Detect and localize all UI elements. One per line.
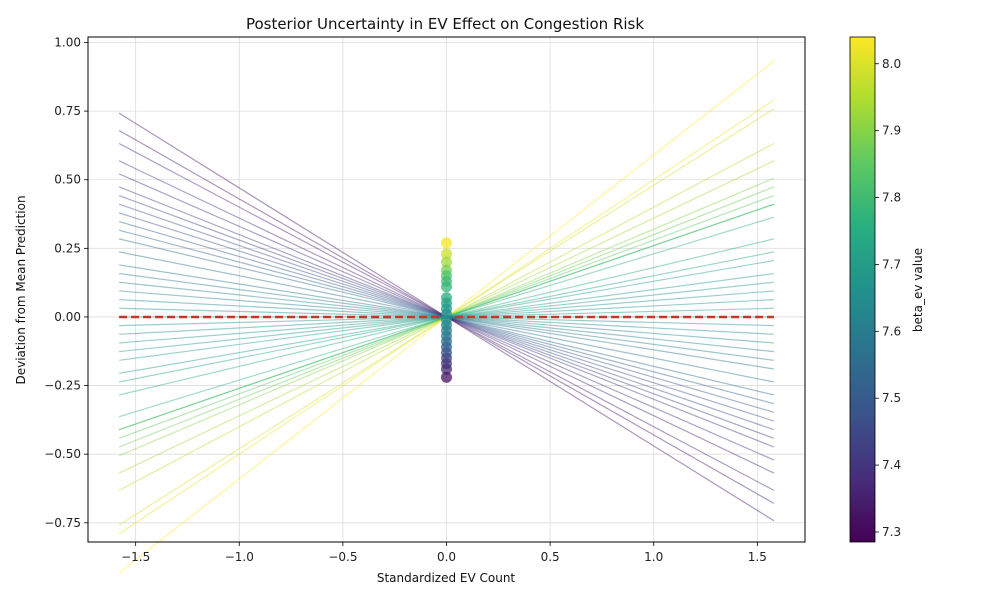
colorbar-tick-label: 7.8 [882,191,901,205]
y-tick-label: −0.25 [44,379,81,393]
x-tick-label: 0.5 [541,550,560,564]
points-layer [441,237,452,383]
data-point [441,256,452,268]
chart-title: Posterior Uncertainty in EV Effect on Co… [246,15,644,33]
colorbar-tick-label: 7.9 [882,124,901,138]
data-point [441,237,452,249]
colorbar-ticks: 7.3 7.4 7.5 7.6 7.7 7.8 7.9 8.0 [875,57,901,539]
data-point [441,248,452,260]
y-tick-label: −0.50 [44,447,81,461]
x-tick-label: 0.0 [437,550,456,564]
colorbar-label: beta_ev value [911,248,925,332]
y-tick-label: 1.00 [54,35,81,49]
y-axis-ticks: −0.75 −0.50 −0.25 0.00 0.25 0.50 0.75 1.00 [44,35,88,530]
x-axis-ticks: −1.5 −1.0 −0.5 0.0 0.5 1.0 1.5 [121,542,767,564]
y-tick-label: 0.25 [54,241,81,255]
data-point [441,281,452,293]
x-tick-label: −1.5 [121,550,150,564]
y-tick-label: −0.75 [44,516,81,530]
x-tick-label: 1.0 [644,550,663,564]
colorbar-tick-label: 8.0 [882,57,901,71]
y-tick-label: 0.00 [54,310,81,324]
colorbar-tick-label: 7.6 [882,324,901,338]
colorbar [849,36,876,543]
data-point [441,363,452,375]
colorbar-tick-label: 7.7 [882,257,901,271]
y-axis-title: Deviation from Mean Prediction [14,195,28,384]
x-tick-label: −0.5 [328,550,357,564]
x-tick-label: −1.0 [225,550,254,564]
y-tick-label: 0.50 [54,173,81,187]
colorbar-tick-label: 7.5 [882,391,901,405]
colorbar-tick-label: 7.3 [882,525,901,539]
data-point [441,371,452,383]
x-tick-label: 1.5 [748,550,767,564]
x-axis-title: Standardized EV Count [377,571,516,585]
colorbar-tick-label: 7.4 [882,458,901,472]
y-tick-label: 0.75 [54,104,81,118]
